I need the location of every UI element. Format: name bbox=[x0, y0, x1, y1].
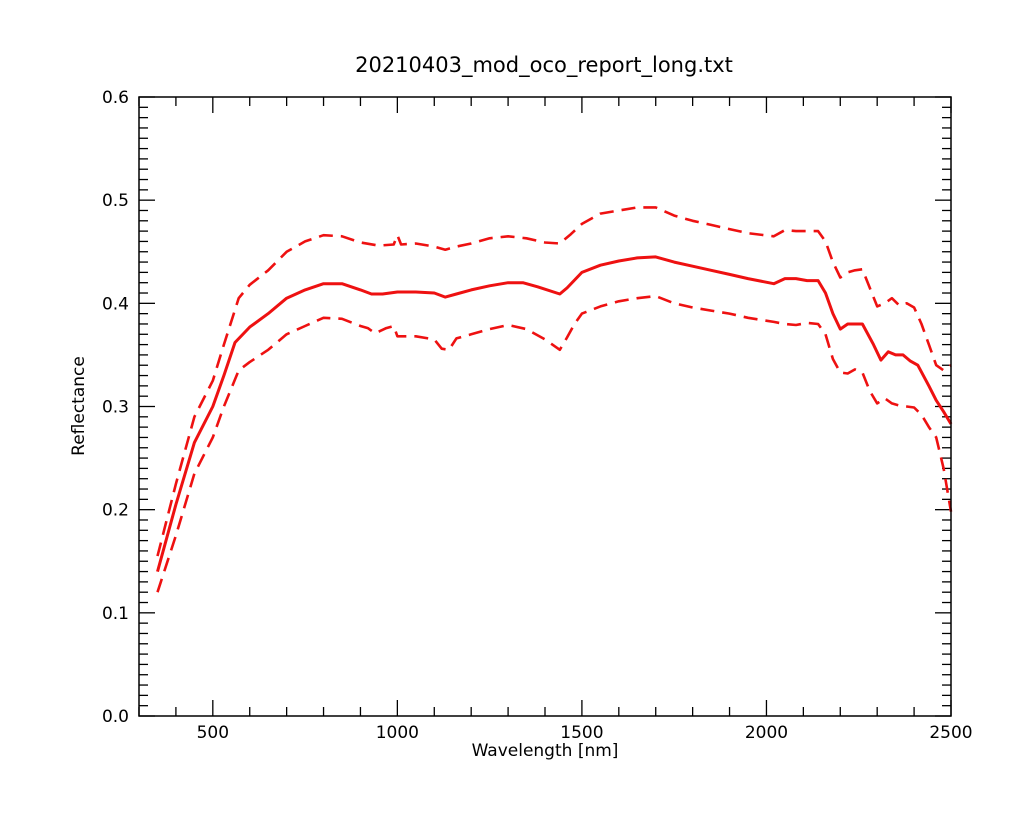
y-tick-label: 0.6 bbox=[102, 88, 129, 108]
y-tick-label: 0.0 bbox=[102, 707, 129, 727]
y-tick-label: 0.2 bbox=[102, 501, 129, 521]
x-tick-label: 500 bbox=[197, 723, 229, 743]
y-tick-label: 0.1 bbox=[102, 604, 129, 624]
x-axis-title: Wavelength [nm] bbox=[472, 741, 619, 761]
series-line-dashed-lower bbox=[156, 294, 953, 593]
series-line-dashed-upper bbox=[156, 206, 952, 557]
y-axis-title: Reflectance bbox=[69, 356, 89, 456]
x-tick-label: 2500 bbox=[929, 723, 972, 743]
y-tick-label: 0.4 bbox=[102, 294, 129, 314]
y-tick-label: 0.5 bbox=[102, 191, 129, 211]
series-layer bbox=[156, 206, 953, 593]
x-tick-label: 1500 bbox=[560, 723, 603, 743]
tick-labels: 500 1000 1500 2000 2500 0.0 0.1 0.2 0.3 0.4 0.5 0.6 bbox=[102, 88, 973, 743]
chart-title: 20210403_mod_oco_report_long.txt bbox=[355, 53, 733, 78]
axis-ticks bbox=[138, 96, 952, 717]
y-tick-label: 0.3 bbox=[102, 398, 129, 418]
series-line-solid bbox=[156, 255, 953, 572]
x-tick-label: 1000 bbox=[376, 723, 419, 743]
plot-frame bbox=[138, 96, 952, 717]
x-tick-label: 2000 bbox=[745, 723, 788, 743]
